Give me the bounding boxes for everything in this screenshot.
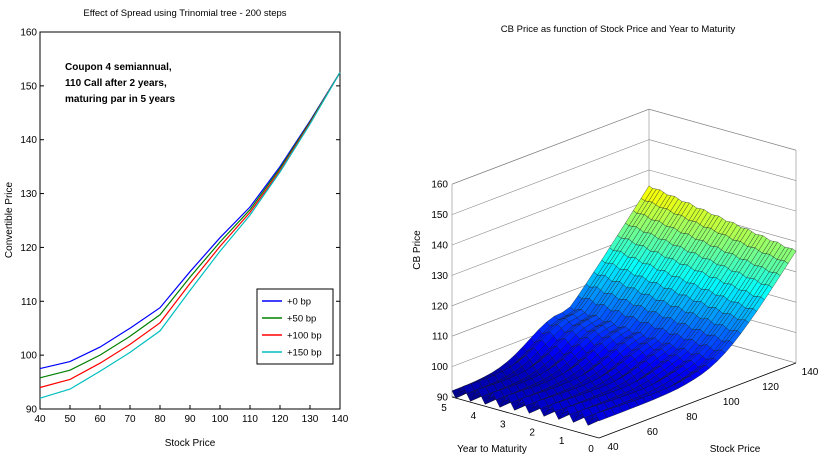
- year-tick-label: 3: [500, 419, 506, 430]
- right-y-axis-label: Stock Price: [710, 444, 761, 455]
- z-tick-label: 90: [437, 393, 449, 404]
- x-tick-label: 60: [94, 414, 106, 425]
- left-chart: Effect of Spread using Trinomial tree - …: [4, 8, 349, 449]
- legend-label-3: +150 bp: [287, 348, 322, 359]
- x-tick-label: 80: [154, 414, 166, 425]
- series-line-2: [39, 72, 341, 389]
- stock-tick-label: 140: [802, 367, 819, 378]
- right-ticks: 90 100 110 120 130 140 150 160 5 4 3 2 1 0 40 60 80 100 12…: [431, 180, 818, 455]
- year-tick-label: 5: [441, 403, 447, 414]
- annotation-line-3: maturing par in 5 years: [65, 94, 175, 105]
- z-tick-label: 100: [431, 362, 448, 373]
- legend: +0 bp +50 bp +100 bp +150 bp: [256, 288, 334, 365]
- y-tick-label: 100: [20, 351, 37, 362]
- stock-tick-label: 40: [607, 442, 619, 453]
- grid-z-right: [648, 169, 797, 212]
- stock-tick-label: 80: [686, 412, 698, 423]
- surface-patch: [595, 410, 608, 422]
- x-tick-label: 40: [34, 414, 46, 425]
- x-tick-label: 130: [302, 414, 319, 425]
- y-tick-label: 130: [20, 189, 37, 200]
- grid-z-back: [451, 108, 650, 185]
- series-line-1: [39, 72, 341, 379]
- z-tick-label: 110: [432, 332, 448, 343]
- z-tick-label: 150: [431, 210, 448, 221]
- z-tick-label: 160: [431, 180, 448, 191]
- z-tick-label: 140: [431, 241, 448, 252]
- left-y-axis-label: Convertible Price: [4, 181, 15, 258]
- year-tick-label: 4: [471, 411, 477, 422]
- right-surface: [451, 185, 797, 426]
- y-tick-label: 120: [20, 243, 37, 254]
- z-tick-label: 120: [431, 301, 448, 312]
- x-tick-label: 50: [64, 414, 76, 425]
- grid-z-right: [648, 108, 797, 151]
- year-tick-label: 1: [559, 436, 565, 447]
- grid-z-right: [648, 139, 797, 181]
- x-tick-label: 110: [242, 414, 258, 425]
- grid-z-back: [451, 200, 650, 276]
- left-x-axis-label: Stock Price: [165, 438, 216, 449]
- y-tick-label: 90: [26, 405, 38, 416]
- x-tick-label: 140: [332, 414, 349, 425]
- series-line-3: [39, 72, 341, 399]
- grid-z-back: [451, 139, 650, 215]
- grid-z-back: [451, 169, 650, 246]
- right-z-axis-label: CB Price: [412, 230, 423, 270]
- legend-label-0: +0 bp: [287, 297, 311, 308]
- stock-tick-label: 60: [647, 427, 659, 438]
- year-tick-label: 0: [588, 444, 594, 455]
- right-chart: CB Price as function of Stock Price and …: [412, 24, 819, 455]
- right-chart-title: CB Price as function of Stock Price and …: [501, 24, 736, 35]
- x-tick-label: 120: [272, 414, 289, 425]
- x-tick-label: 100: [212, 414, 229, 425]
- y-tick-label: 150: [20, 81, 37, 92]
- y-tick-label: 110: [21, 297, 37, 308]
- axis-year: [451, 396, 600, 439]
- y-tick-label: 160: [20, 28, 37, 39]
- left-chart-title: Effect of Spread using Trinomial tree - …: [83, 8, 286, 19]
- stock-tick-label: 120: [762, 382, 779, 393]
- annotation-line-1: Coupon 4 semiannual,: [65, 62, 172, 73]
- year-tick-label: 2: [529, 428, 535, 439]
- legend-label-2: +100 bp: [287, 331, 322, 342]
- series-line-0: [39, 72, 341, 370]
- left-ticks: 40 50 60 70 80 90 100 110 120 130 140 90 100 110 120 13…: [20, 28, 348, 426]
- stock-tick-label: 100: [723, 397, 740, 408]
- annotation-line-2: 110 Call after 2 years,: [65, 78, 167, 89]
- left-lines: [39, 72, 341, 399]
- z-tick-label: 130: [431, 271, 448, 282]
- right-x-axis-label: Year to Maturity: [457, 444, 527, 455]
- axis-stock: [598, 362, 797, 439]
- x-tick-label: 90: [184, 414, 196, 425]
- y-tick-label: 140: [20, 135, 37, 146]
- x-tick-label: 70: [124, 414, 136, 425]
- legend-label-1: +50 bp: [287, 314, 316, 325]
